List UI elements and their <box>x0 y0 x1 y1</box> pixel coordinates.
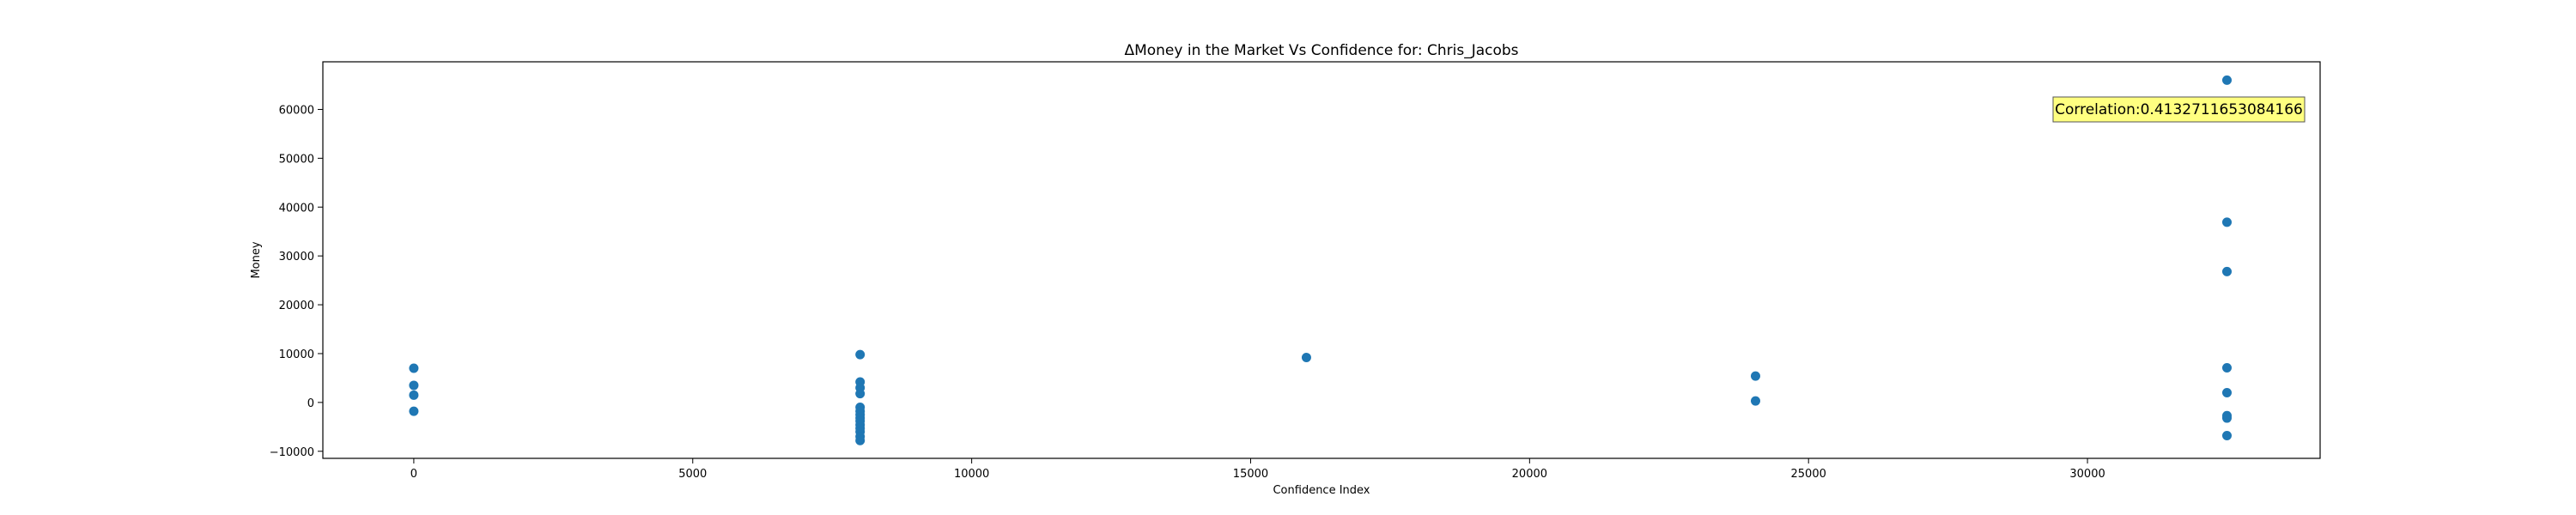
annotation-text: Correlation:0.4132711653084166 <box>2055 101 2303 118</box>
y-tick-label: 0 <box>307 397 314 410</box>
y-axis-label: Money <box>250 241 263 278</box>
data-point <box>2221 75 2232 85</box>
y-tick-label: 10000 <box>279 348 314 361</box>
data-point <box>2221 217 2232 227</box>
data-point <box>2221 362 2232 373</box>
chart-title: ΔMoney in the Market Vs Confidence for: … <box>1124 42 1518 59</box>
x-tick-label: 25000 <box>1791 468 1826 481</box>
x-tick-label: 30000 <box>2069 468 2105 481</box>
data-point <box>409 363 419 373</box>
data-point <box>409 380 419 391</box>
y-tick-label: −10000 <box>270 446 314 459</box>
data-point <box>1750 396 1760 406</box>
y-axis-ticks: −10000 0 10000 20000 30000 40000 50000 60000 <box>270 104 323 459</box>
data-point <box>2221 431 2232 441</box>
data-point <box>2221 387 2232 397</box>
correlation-annotation: Correlation:0.4132711653084166 <box>2052 96 2306 123</box>
data-point <box>855 435 866 445</box>
y-tick-label: 60000 <box>279 104 314 117</box>
data-point <box>409 390 419 400</box>
annotation-box <box>2052 96 2306 123</box>
data-point <box>1301 353 1311 363</box>
data-point <box>2221 413 2232 423</box>
data-point <box>2221 266 2232 276</box>
data-points <box>409 75 2232 445</box>
x-tick-label: 15000 <box>1233 468 1268 481</box>
y-tick-label: 20000 <box>279 300 314 312</box>
data-point <box>855 349 866 360</box>
y-tick-label: 40000 <box>279 202 314 215</box>
x-tick-label: 20000 <box>1512 468 1547 481</box>
x-axis-label: Confidence Index <box>1273 484 1370 497</box>
data-point <box>409 406 419 416</box>
y-tick-label: 30000 <box>279 251 314 264</box>
data-point <box>1750 371 1760 381</box>
y-tick-label: 50000 <box>279 153 314 166</box>
data-point <box>855 389 866 399</box>
x-tick-label: 5000 <box>678 468 707 481</box>
x-tick-label: 10000 <box>954 468 989 481</box>
x-tick-label: 0 <box>410 468 417 481</box>
plot-frame <box>322 61 2321 459</box>
x-axis-ticks: 0 5000 10000 15000 20000 25000 30000 <box>410 458 2105 481</box>
